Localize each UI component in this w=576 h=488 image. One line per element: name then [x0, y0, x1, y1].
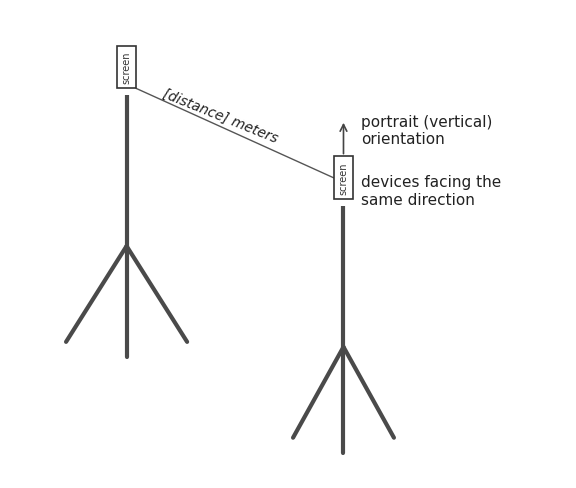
Text: portrait (vertical)
orientation: portrait (vertical) orientation [361, 115, 492, 147]
Text: [distance] meters: [distance] meters [160, 87, 279, 146]
Text: screen: screen [339, 163, 348, 195]
FancyBboxPatch shape [334, 157, 353, 200]
Text: devices facing the
same direction: devices facing the same direction [361, 175, 501, 207]
Text: screen: screen [122, 52, 131, 84]
FancyBboxPatch shape [117, 46, 136, 89]
